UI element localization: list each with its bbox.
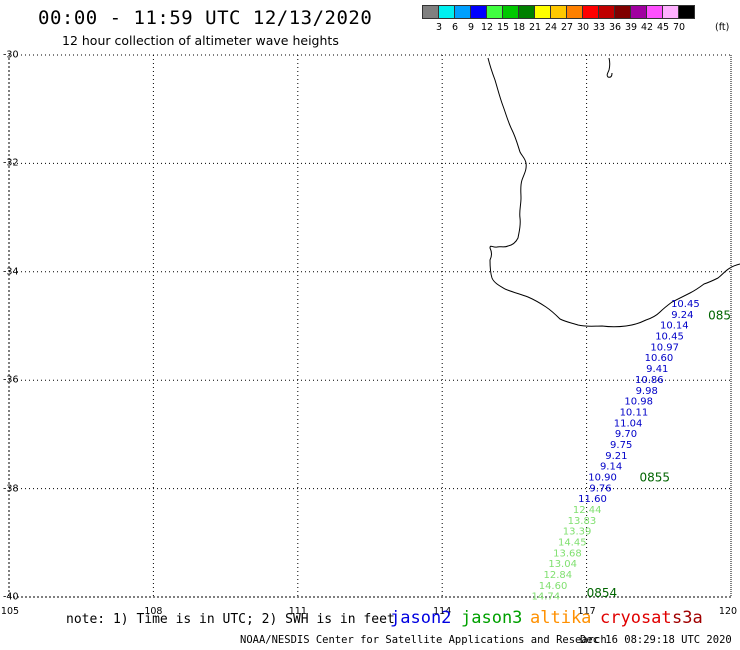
wave-height-label: 13.83 [568, 516, 597, 527]
wave-height-label: 10.97 [650, 342, 679, 353]
color-scale-label: 21 [528, 22, 542, 33]
map-subtitle: 12 hour collection of altimeter wave hei… [62, 33, 339, 48]
color-scale-label: 30 [576, 22, 590, 33]
longitude-label: 120 [718, 606, 738, 617]
color-scale-label: 3 [435, 22, 443, 33]
color-scale-label: 45 [656, 22, 670, 33]
latitude-label: -34 [3, 266, 19, 278]
graticule-grid [8, 54, 732, 598]
pass-time-label: 0855 [640, 471, 671, 485]
wave-height-label: 10.60 [645, 353, 674, 364]
color-scale-label: 12 [480, 22, 494, 33]
wave-height-label: 9.24 [671, 310, 693, 321]
color-scale-label: 18 [512, 22, 526, 33]
wave-height-color-scale [422, 5, 695, 19]
longitude-label: 111 [288, 606, 307, 617]
latitude-label: -38 [3, 483, 19, 495]
wave-height-label: 13.68 [553, 548, 582, 559]
longitude-label: 114 [433, 606, 452, 617]
wave-height-label: 9.75 [610, 440, 632, 451]
credit-text: NOAA/NESDIS Center for Satellite Applica… [240, 634, 607, 646]
legend-item-jason2: jason2 [390, 608, 452, 628]
longitude-label: 108 [144, 606, 163, 617]
color-scale-unit: (ft) [715, 22, 730, 33]
color-scale-label: 39 [624, 22, 638, 33]
color-scale-label: 42 [640, 22, 654, 33]
color-scale-label: 9 [467, 22, 475, 33]
longitude-label: 117 [577, 606, 596, 617]
pass-time-label: 085 [708, 308, 731, 322]
wave-height-label: 12.84 [544, 570, 573, 581]
altimeter-tracks: 10.459.2410.1410.4510.9710.609.4110.869.… [531, 299, 731, 603]
wave-height-label: 10.90 [588, 472, 617, 483]
color-scale-label: 24 [544, 22, 558, 33]
latitude-label: -40 [3, 591, 19, 603]
wave-height-label: 14.74 [531, 592, 560, 603]
legend-item-altika: altika [530, 608, 592, 628]
longitude-label: 105 [0, 606, 20, 617]
wave-height-label: 10.14 [660, 321, 689, 332]
wave-height-label: 9.70 [615, 429, 637, 440]
color-scale-label: 36 [608, 22, 622, 33]
wave-height-label: 13.04 [548, 559, 577, 570]
legend-item-cryosat: cryosat [600, 608, 672, 628]
wave-height-label: 9.14 [600, 462, 622, 473]
wave-height-label: 10.45 [655, 332, 684, 343]
wave-height-label: 10.45 [671, 299, 700, 310]
wave-height-label: 12.44 [573, 505, 602, 516]
wave-height-label: 13.39 [563, 527, 592, 538]
timestamp-text: Dec 16 08:29:18 UTC 2020 [580, 634, 732, 646]
latitude-label: -30 [3, 49, 19, 61]
wave-height-label: 9.98 [636, 386, 658, 397]
color-scale-label: 33 [592, 22, 606, 33]
color-scale-label: 6 [451, 22, 459, 33]
wave-height-label: 10.86 [635, 375, 664, 386]
color-scale-label: 70 [672, 22, 686, 33]
legend-item-jason3: jason3 [461, 608, 523, 628]
latitude-label: -36 [3, 374, 19, 386]
wave-height-label: 9.21 [605, 451, 627, 462]
wave-height-label: 11.60 [578, 494, 607, 505]
island-outline [606, 57, 613, 78]
wave-height-label: 9.76 [589, 483, 611, 494]
map-title: 00:00 - 11:59 UTC 12/13/2020 [38, 7, 373, 29]
wave-height-label: 14.45 [558, 538, 587, 549]
legend-item-s3a: s3a [672, 608, 703, 628]
australia-coastline [487, 57, 740, 328]
wave-height-label: 14.60 [539, 581, 568, 592]
pass-time-label: 0854 [587, 586, 618, 600]
color-scale-label: 15 [496, 22, 510, 33]
color-scale-label: 27 [560, 22, 574, 33]
color-swatch [678, 5, 695, 19]
wave-height-label: 9.41 [646, 364, 668, 375]
latitude-label: -32 [3, 157, 19, 169]
units-note: note: 1) Time is in UTC; 2) SWH is in fe… [66, 612, 395, 627]
wave-height-label: 10.98 [624, 397, 653, 408]
wave-height-label: 10.11 [620, 407, 649, 418]
wave-height-label: 11.04 [614, 418, 643, 429]
